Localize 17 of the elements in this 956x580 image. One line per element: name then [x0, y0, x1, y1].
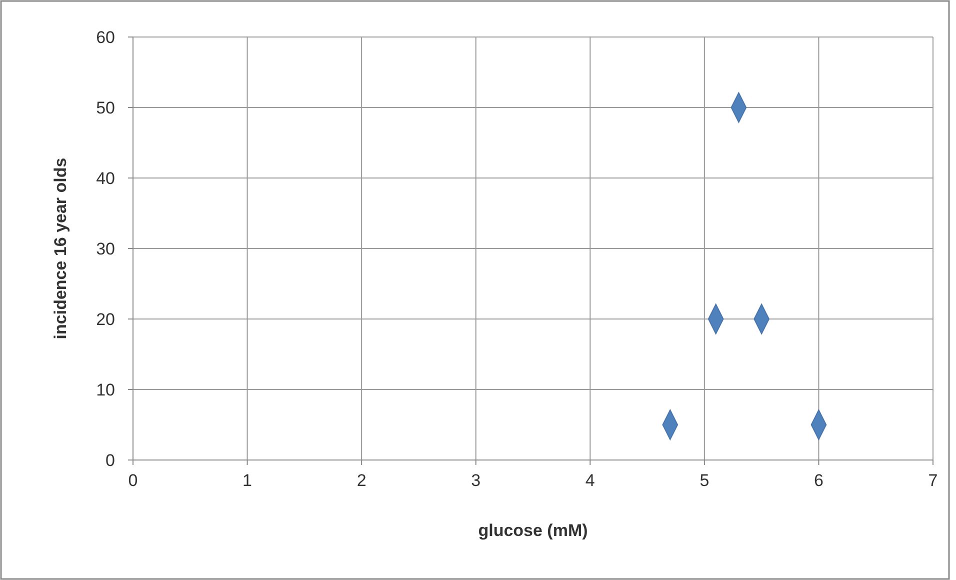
x-tick-label: 3	[471, 471, 481, 490]
x-tick-label: 6	[814, 471, 824, 490]
y-tick-label: 60	[96, 28, 115, 47]
x-tick-label: 1	[242, 471, 252, 490]
x-tick-label: 7	[928, 471, 938, 490]
x-tick-label: 4	[585, 471, 595, 490]
y-tick-label: 20	[96, 310, 115, 329]
y-tick-label: 50	[96, 98, 115, 118]
x-tick-label: 0	[128, 471, 138, 490]
y-tick-label: 10	[96, 380, 115, 400]
x-tick-label: 5	[700, 471, 710, 490]
x-axis-title: glucose (mM)	[478, 521, 588, 540]
y-tick-label: 40	[96, 169, 115, 188]
y-tick-label: 30	[96, 240, 115, 258]
y-axis-title: incidence 16 year olds	[51, 158, 70, 340]
y-tick-label: 0	[106, 451, 115, 470]
x-tick-label: 2	[356, 471, 366, 490]
